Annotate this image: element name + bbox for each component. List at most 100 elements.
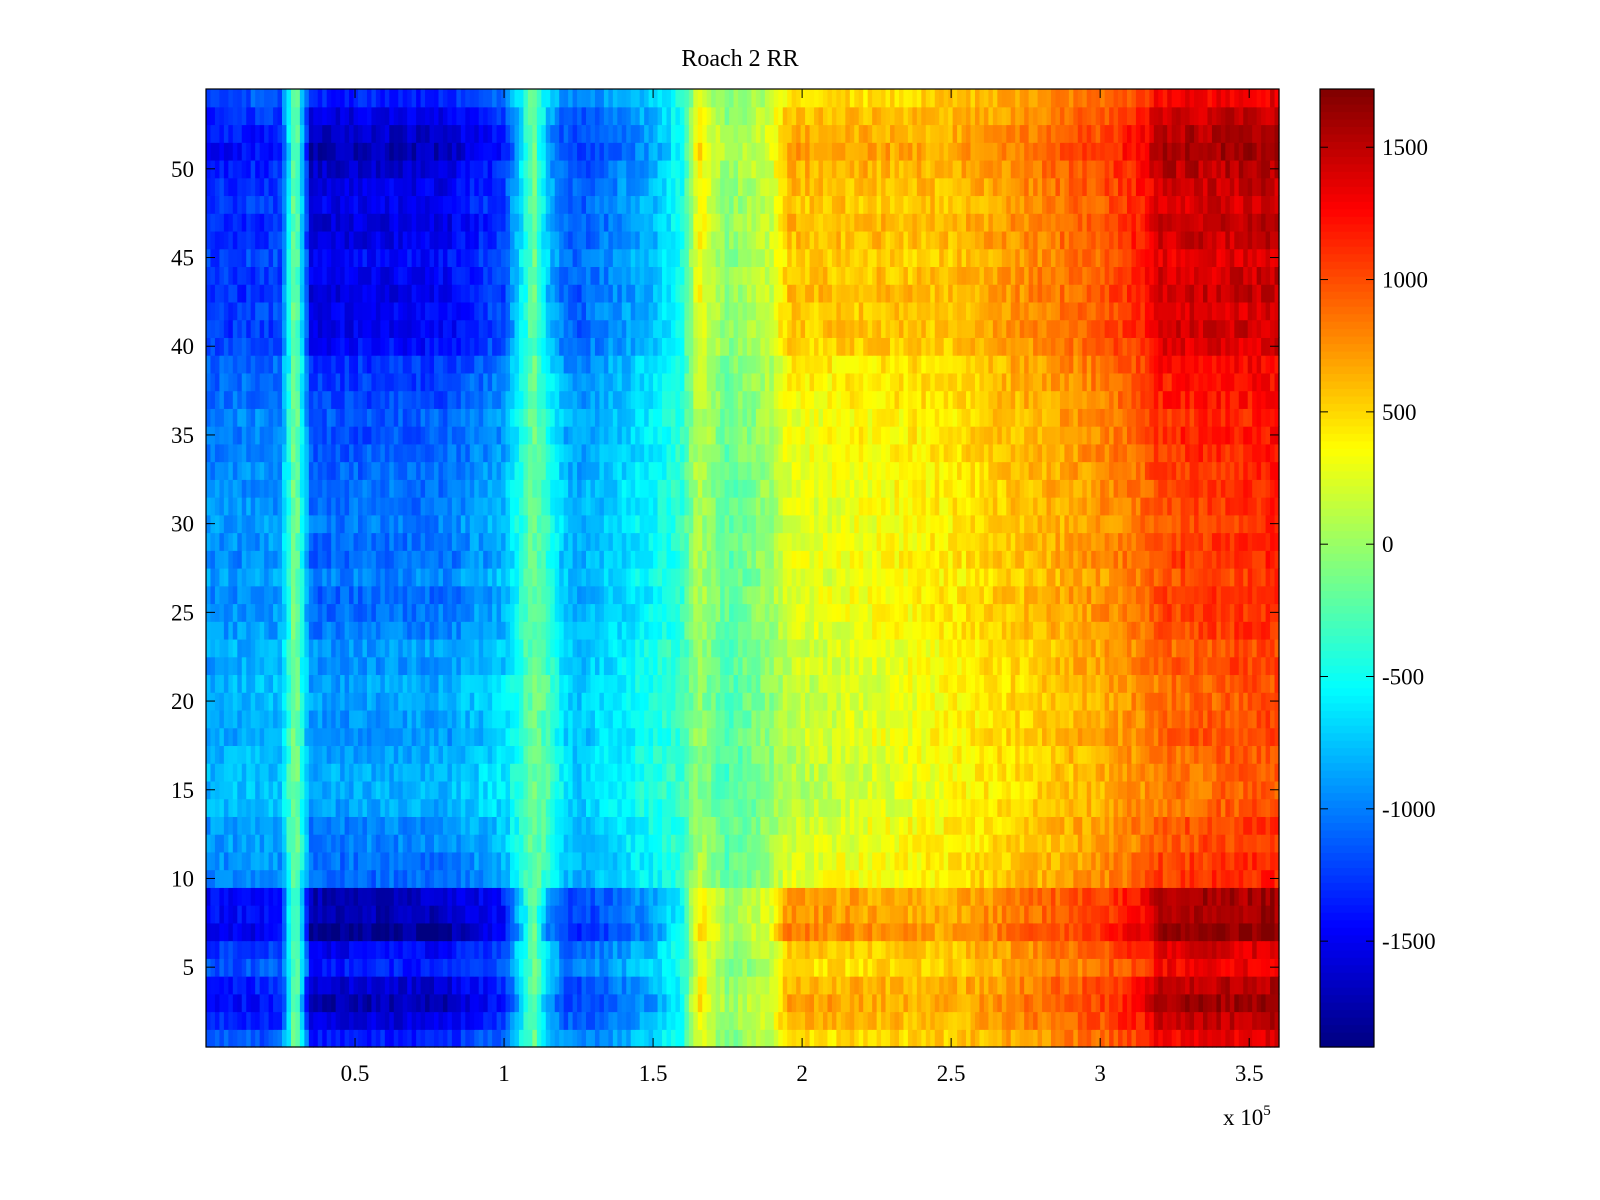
heatmap-cell: [1256, 692, 1262, 711]
heatmap-cell: [603, 692, 609, 711]
heatmap-cell: [442, 905, 449, 924]
heatmap-cell: [630, 940, 636, 959]
heatmap-cell: [1216, 887, 1222, 906]
heatmap-cell: [389, 993, 395, 1013]
heatmap-cell: [264, 993, 270, 1013]
heatmap-cell: [536, 674, 542, 693]
heatmap-cell: [366, 798, 373, 817]
heatmap-cell: [241, 851, 247, 871]
heatmap-cell: [791, 958, 797, 977]
heatmap-cell: [1256, 745, 1262, 764]
heatmap-cell: [693, 1029, 699, 1048]
heatmap-cell: [246, 727, 252, 747]
heatmap-cell: [577, 692, 583, 711]
heatmap-cell: [675, 1029, 681, 1048]
heatmap-cell: [706, 958, 712, 977]
heatmap-cell: [1086, 692, 1092, 711]
heatmap-cell: [1131, 940, 1137, 959]
heatmap-cell: [420, 976, 426, 995]
heatmap-cell: [469, 940, 475, 959]
heatmap-cell: [796, 692, 802, 711]
heatmap-cell: [474, 834, 480, 853]
heatmap-cell: [697, 869, 703, 888]
heatmap-cell: [308, 976, 314, 995]
heatmap-cell: [1113, 922, 1119, 942]
heatmap-cell: [1265, 834, 1271, 853]
heatmap-cell: [541, 745, 547, 764]
heatmap-cell: [764, 816, 770, 835]
heatmap-cell: [805, 851, 811, 871]
heatmap-cell: [474, 869, 480, 888]
heatmap-cell: [796, 763, 802, 782]
heatmap-cell: [970, 674, 976, 693]
heatmap-cell: [912, 727, 918, 747]
heatmap-cell: [241, 745, 247, 764]
heatmap-cell: [1001, 958, 1007, 977]
heatmap-cell: [1086, 993, 1092, 1013]
heatmap-cell: [898, 958, 905, 977]
heatmap-cell: [492, 940, 498, 959]
heatmap-cell: [219, 922, 225, 942]
heatmap-cell: [881, 976, 887, 995]
heatmap-cell: [867, 940, 873, 959]
heatmap-cell: [921, 834, 927, 853]
heatmap-cell: [438, 922, 444, 942]
heatmap-cell: [469, 922, 475, 942]
heatmap-cell: [907, 922, 913, 942]
heatmap-cell: [845, 905, 851, 924]
heatmap-cell: [925, 816, 931, 835]
heatmap-cell: [711, 763, 717, 782]
heatmap-cell: [393, 958, 399, 977]
heatmap-cell: [720, 745, 726, 764]
heatmap-cell: [581, 798, 587, 817]
heatmap-cell: [304, 1011, 310, 1030]
heatmap-cell: [1158, 763, 1164, 782]
heatmap-cell: [1082, 905, 1088, 924]
heatmap-cell: [890, 692, 896, 711]
heatmap-cell: [1162, 905, 1168, 924]
heatmap-cell: [675, 834, 681, 853]
heatmap-cell: [402, 709, 408, 729]
heatmap-cell: [389, 692, 395, 711]
heatmap-cell: [559, 958, 565, 977]
heatmap-cell: [492, 905, 498, 924]
heatmap-cell: [657, 834, 663, 853]
heatmap-cell: [952, 976, 958, 995]
heatmap-cell: [590, 940, 596, 959]
heatmap-cell: [219, 958, 225, 977]
heatmap-cell: [1073, 958, 1079, 977]
heatmap-cell: [371, 1029, 377, 1048]
heatmap-cell: [1100, 798, 1106, 817]
heatmap-cell: [755, 816, 761, 835]
heatmap-cell: [1100, 816, 1106, 835]
heatmap-cell: [943, 709, 949, 729]
heatmap-cell: [1095, 976, 1101, 995]
heatmap-cell: [259, 727, 265, 747]
heatmap-cell: [1140, 851, 1146, 871]
heatmap-cell: [657, 692, 663, 711]
heatmap-cell: [715, 674, 721, 693]
heatmap-cell: [273, 869, 279, 888]
heatmap-cell: [916, 940, 922, 959]
heatmap-cell: [1010, 1029, 1016, 1048]
heatmap-cell: [210, 727, 216, 747]
heatmap-cell: [818, 869, 824, 888]
heatmap-cell: [496, 709, 502, 729]
heatmap-cell: [299, 674, 305, 693]
heatmap-cell: [545, 851, 551, 871]
heatmap-cell: [621, 1029, 627, 1048]
heatmap-cell: [1109, 958, 1115, 977]
heatmap-cell: [523, 727, 529, 747]
heatmap-cell: [939, 798, 945, 817]
heatmap-cell: [957, 940, 963, 959]
heatmap-cell: [608, 798, 614, 817]
heatmap-cell: [460, 851, 466, 871]
heatmap-cell: [814, 993, 820, 1013]
heatmap-cell: [353, 958, 359, 977]
heatmap-cell: [429, 834, 435, 853]
heatmap-cell: [1247, 1029, 1253, 1048]
heatmap-cell: [916, 798, 922, 817]
heatmap-cell: [219, 709, 225, 729]
heatmap-cell: [465, 816, 471, 835]
heatmap-cell: [313, 940, 319, 959]
